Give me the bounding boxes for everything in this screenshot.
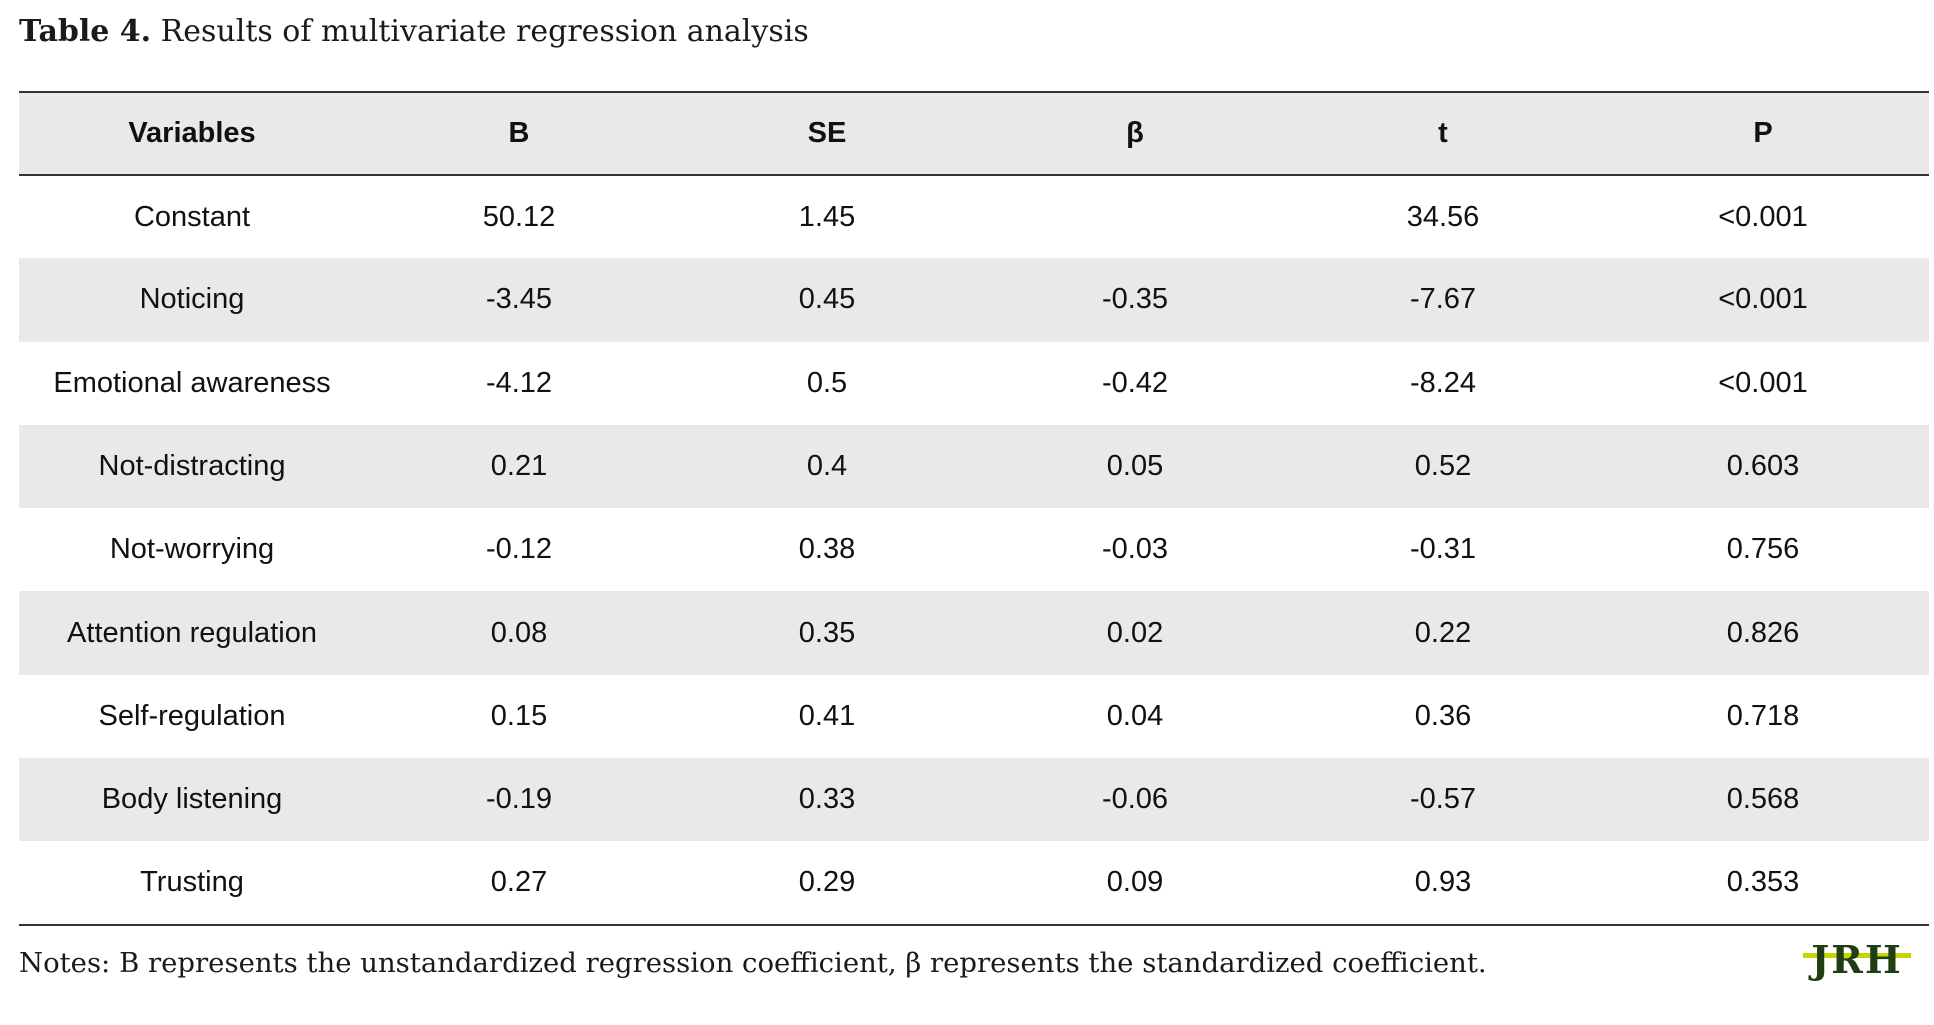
cell-t: -7.67 bbox=[1409, 283, 1477, 316]
cell-t: 34.56 bbox=[1406, 200, 1480, 233]
table-caption-text: Results of multivariate regression analy… bbox=[151, 14, 809, 49]
cell-b: -0.12 bbox=[485, 533, 553, 566]
cell-beta: -0.03 bbox=[1101, 533, 1169, 566]
table-caption-label: Table 4. bbox=[19, 14, 152, 49]
header-b: B bbox=[508, 117, 530, 149]
header-t: t bbox=[1438, 117, 1448, 149]
cell-p: 0.568 bbox=[1726, 783, 1800, 816]
table-caption: Table 4. Results of multivariate regress… bbox=[19, 14, 809, 49]
cell-beta: 0.02 bbox=[1106, 616, 1164, 649]
table-header-row: Variables B SE β t P bbox=[19, 92, 1929, 175]
cell-beta: -0.06 bbox=[1101, 783, 1169, 816]
cell-t: 0.22 bbox=[1414, 616, 1472, 649]
cell-p: <0.001 bbox=[1718, 366, 1808, 399]
cell-se: 0.5 bbox=[806, 366, 848, 399]
cell-p: 0.353 bbox=[1726, 866, 1800, 899]
cell-p: 0.826 bbox=[1726, 616, 1800, 649]
cell-p: 0.756 bbox=[1726, 533, 1800, 566]
cell-beta: 0.09 bbox=[1106, 866, 1164, 899]
header-se: SE bbox=[807, 117, 847, 149]
cell-t: -0.31 bbox=[1409, 533, 1477, 566]
cell-t: -0.57 bbox=[1409, 783, 1477, 816]
regression-table: Variables B SE β t P Constant 50.12 1.45… bbox=[19, 91, 1929, 926]
cell-variable: Not-worrying bbox=[109, 533, 275, 566]
table-row: Not-distracting 0.21 0.4 0.05 0.52 0.603 bbox=[19, 424, 1929, 509]
logo-accent-bar bbox=[1803, 953, 1911, 958]
cell-p: <0.001 bbox=[1718, 200, 1808, 233]
cell-beta: -0.42 bbox=[1101, 366, 1169, 399]
cell-se: 0.45 bbox=[798, 283, 856, 316]
header-p: P bbox=[1753, 117, 1773, 149]
cell-p: <0.001 bbox=[1718, 283, 1808, 316]
cell-beta: 0.05 bbox=[1106, 450, 1164, 483]
table-row: Trusting 0.27 0.29 0.09 0.93 0.353 bbox=[19, 841, 1929, 925]
cell-p: 0.718 bbox=[1726, 699, 1800, 732]
cell-se: 0.38 bbox=[798, 533, 856, 566]
cell-beta bbox=[981, 175, 1289, 258]
cell-variable: Not-distracting bbox=[98, 450, 286, 483]
cell-se: 0.33 bbox=[798, 783, 856, 816]
table-row: Noticing -3.45 0.45 -0.35 -7.67 <0.001 bbox=[19, 258, 1929, 342]
cell-b: 50.12 bbox=[482, 200, 556, 233]
table-row: Self-regulation 0.15 0.41 0.04 0.36 0.71… bbox=[19, 675, 1929, 758]
cell-t: 0.36 bbox=[1414, 699, 1472, 732]
cell-b: 0.21 bbox=[490, 450, 548, 483]
cell-variable: Trusting bbox=[140, 866, 244, 899]
cell-se: 0.29 bbox=[798, 866, 856, 899]
cell-variable: Constant bbox=[133, 200, 251, 233]
cell-variable: Noticing bbox=[139, 283, 245, 316]
table-row: Attention regulation 0.08 0.35 0.02 0.22… bbox=[19, 591, 1929, 675]
cell-b: -4.12 bbox=[485, 366, 553, 399]
cell-variable: Attention regulation bbox=[67, 616, 317, 649]
table-row: Emotional awareness -4.12 0.5 -0.42 -8.2… bbox=[19, 342, 1929, 425]
table-row: Body listening -0.19 0.33 -0.06 -0.57 0.… bbox=[19, 758, 1929, 842]
table-row: Constant 50.12 1.45 34.56 <0.001 bbox=[19, 175, 1929, 258]
jrh-logo: JRH bbox=[1803, 939, 1911, 981]
cell-t: 0.93 bbox=[1414, 866, 1472, 899]
table-notes: Notes: B represents the unstandardized r… bbox=[19, 947, 1487, 979]
cell-se: 1.45 bbox=[798, 200, 856, 233]
cell-b: 0.15 bbox=[490, 699, 548, 732]
cell-t: 0.52 bbox=[1414, 450, 1472, 483]
cell-variable: Self-regulation bbox=[98, 699, 286, 732]
cell-b: 0.27 bbox=[490, 866, 548, 899]
logo-text: JRH bbox=[1808, 939, 1902, 981]
header-beta: β bbox=[1126, 117, 1144, 149]
cell-p: 0.603 bbox=[1726, 450, 1800, 483]
cell-b: -3.45 bbox=[485, 283, 553, 316]
cell-se: 0.4 bbox=[806, 450, 848, 483]
cell-se: 0.35 bbox=[798, 616, 856, 649]
cell-beta: 0.04 bbox=[1106, 699, 1164, 732]
cell-beta: -0.35 bbox=[1101, 283, 1169, 316]
cell-se: 0.41 bbox=[798, 699, 856, 732]
cell-variable: Body listening bbox=[101, 783, 283, 816]
cell-b: 0.08 bbox=[490, 616, 548, 649]
cell-variable: Emotional awareness bbox=[53, 366, 331, 399]
cell-t: -8.24 bbox=[1409, 366, 1477, 399]
cell-b: -0.19 bbox=[485, 783, 553, 816]
table-row: Not-worrying -0.12 0.38 -0.03 -0.31 0.75… bbox=[19, 508, 1929, 591]
header-variables: Variables bbox=[128, 117, 256, 149]
